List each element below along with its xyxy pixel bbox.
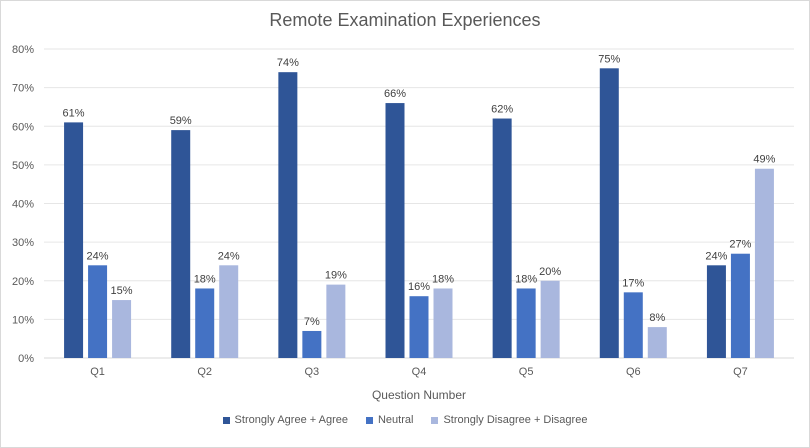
y-tick-label: 70% [12, 83, 34, 95]
bar [706, 265, 726, 358]
x-tick-label: Q2 [197, 366, 212, 378]
bar [409, 296, 429, 358]
data-label: 19% [325, 270, 347, 282]
bar [754, 168, 774, 358]
chart-title: Remote Examination Experiences [269, 10, 541, 30]
legend-label-neutral: Neutral [377, 414, 414, 426]
bar [302, 330, 322, 358]
legend-label-agree: Strongly Agree + Agree [234, 414, 348, 426]
legend: Strongly Agree + Agree Neutral Strongly … [0, 414, 810, 426]
data-label: 62% [491, 104, 513, 116]
data-label: 18% [515, 273, 537, 285]
x-axis-title: Question Number [372, 388, 466, 402]
legend-item-neutral: Neutral [365, 414, 414, 426]
bar [623, 292, 643, 358]
bar [540, 280, 560, 358]
data-label: 24% [705, 250, 727, 262]
bar [385, 103, 405, 358]
bar [219, 265, 239, 358]
data-label: 20% [539, 266, 561, 278]
data-label: 49% [753, 154, 775, 166]
data-label: 16% [408, 281, 430, 293]
bar [112, 300, 132, 358]
bar [64, 122, 84, 358]
data-label: 15% [111, 285, 133, 297]
data-label: 74% [277, 57, 299, 69]
x-tick-label: Q3 [305, 366, 320, 378]
data-label: 24% [87, 250, 109, 262]
data-label: 61% [63, 107, 85, 119]
y-tick-label: 50% [12, 160, 34, 172]
bar [516, 288, 536, 358]
legend-label-disagree: Strongly Disagree + Disagree [443, 414, 588, 426]
bar [278, 72, 298, 359]
bar [88, 265, 108, 358]
x-tick-label: Q7 [733, 366, 748, 378]
x-tick-label: Q4 [412, 366, 427, 378]
data-label: 75% [598, 53, 620, 65]
bar [326, 284, 346, 358]
x-tick-label: Q1 [90, 366, 105, 378]
x-tick-label: Q6 [626, 366, 641, 378]
data-label: 24% [218, 250, 240, 262]
bar [433, 288, 453, 358]
y-tick-label: 40% [12, 199, 34, 211]
y-tick-label: 10% [12, 314, 34, 326]
data-label: 66% [384, 88, 406, 100]
y-tick-label: 60% [12, 121, 34, 133]
data-label: 18% [194, 273, 216, 285]
legend-swatch-neutral [365, 416, 373, 424]
data-label: 7% [304, 316, 320, 328]
y-tick-label: 20% [12, 276, 34, 288]
legend-swatch-agree [222, 416, 230, 424]
bar [647, 327, 667, 358]
legend-item-disagree: Strongly Disagree + Disagree [431, 414, 587, 426]
legend-swatch-disagree [431, 416, 439, 424]
data-label: 27% [729, 239, 751, 251]
bar [730, 253, 750, 358]
bar [492, 118, 512, 359]
y-tick-label: 0% [18, 353, 34, 365]
data-label: 18% [432, 273, 454, 285]
bar [171, 130, 191, 358]
y-tick-label: 30% [12, 237, 34, 249]
data-label: 17% [622, 277, 644, 289]
x-tick-label: Q5 [519, 366, 534, 378]
data-label: 8% [649, 312, 665, 324]
bar [195, 288, 215, 358]
bar [599, 68, 619, 358]
data-label: 59% [170, 115, 192, 127]
y-tick-label: 80% [12, 44, 34, 56]
legend-item-agree: Strongly Agree + Agree [222, 414, 348, 426]
